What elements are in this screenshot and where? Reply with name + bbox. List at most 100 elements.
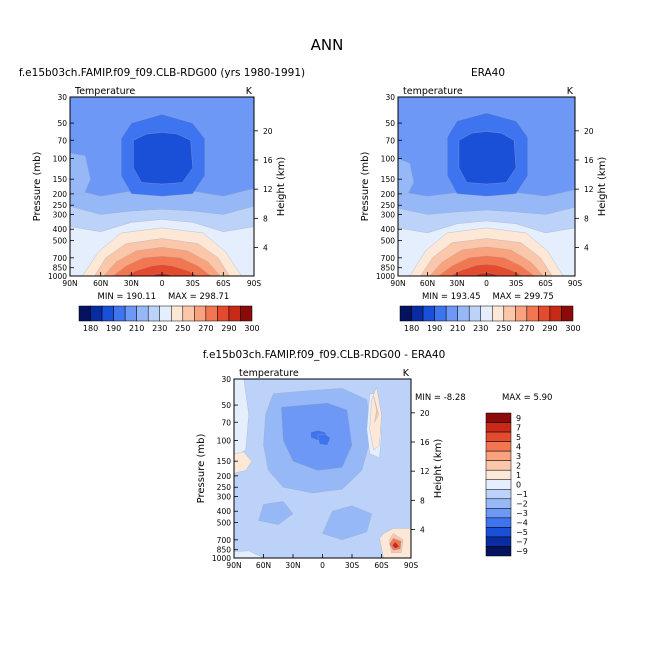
height-tick-label: 20 (420, 409, 430, 418)
y-tick-label: 700 (53, 254, 68, 263)
contour-fill-group (234, 379, 411, 558)
colorbar-label: 0 (516, 481, 521, 490)
y-tick-label: 850 (381, 264, 396, 273)
x-tick-label: 60S (538, 279, 553, 288)
x-tick-label: 30N (124, 279, 139, 288)
chart-title: f.e15b03ch.FAMIP.f09_f09.CLB-RDG00 (yrs … (19, 67, 305, 79)
colorbar-swatch (411, 305, 424, 322)
x-tick-label: 30S (509, 279, 524, 288)
colorbar-swatch (526, 305, 539, 322)
height-tick-label: 16 (420, 438, 430, 447)
colorbar-label: 210 (450, 324, 465, 333)
colorbar-swatch (485, 546, 512, 557)
contour-region (234, 451, 252, 474)
colorbar-label: −4 (516, 519, 528, 528)
height-tick-label: 12 (584, 185, 594, 194)
colorbar-swatch (485, 508, 512, 519)
y-tick-label: 500 (53, 237, 68, 246)
height-tick-label: 4 (420, 526, 425, 535)
y-axis-label-right: Height (km) (276, 157, 287, 217)
colorbar: 180 190 210 230 250 270 290 300 (78, 305, 260, 333)
colorbar-swatch (485, 469, 512, 480)
min-label: MIN = 193.45 (422, 292, 480, 302)
colorbar-label: 7 (516, 423, 521, 432)
contour-region (322, 505, 372, 540)
field-label: temperature (403, 86, 463, 97)
y-tick-label: 400 (381, 225, 396, 234)
colorbar-swatch (159, 305, 172, 322)
colorbar-swatch (113, 305, 126, 322)
colorbar-label: 250 (496, 324, 511, 333)
y-axis-label-right: Height (km) (597, 157, 608, 217)
colorbar-swatch (240, 305, 253, 322)
x-tick-label: 90N (226, 561, 241, 570)
x-tick-label: 30N (449, 279, 464, 288)
colorbar-label: 4 (516, 442, 521, 451)
colorbar-swatch (485, 517, 512, 528)
y-tick-label: 700 (217, 536, 232, 545)
colorbar-label: 300 (244, 324, 259, 333)
y-tick-label: 300 (381, 211, 396, 220)
colorbar-swatch (136, 305, 149, 322)
colorbar-swatch (503, 305, 516, 322)
colorbar-swatch (485, 412, 512, 423)
contour-region (133, 132, 193, 185)
colorbar-label: 290 (221, 324, 236, 333)
y-tick-label: 200 (217, 472, 232, 481)
chart-title: ERA40 (471, 67, 505, 79)
x-tick-label: 60N (256, 561, 271, 570)
y-tick-label: 150 (381, 175, 396, 184)
height-tick-label: 8 (263, 214, 268, 223)
y-tick-label: 30 (57, 93, 67, 102)
height-tick-label: 16 (263, 156, 273, 165)
height-tick-label: 20 (263, 127, 273, 136)
colorbar-swatch (434, 305, 447, 322)
x-tick-label: 90N (62, 279, 77, 288)
x-tick-label: 90S (247, 279, 262, 288)
colorbar-swatch (538, 305, 551, 322)
chart-model: f.e15b03ch.FAMIP.f09_f09.CLB-RDG00 (yrs … (19, 67, 305, 333)
y-axis-label: Pressure (mb) (32, 152, 43, 222)
contour-fill-group (398, 97, 575, 276)
x-tick-label: 90S (404, 561, 419, 570)
colorbar-swatch (171, 305, 184, 322)
y-tick-label: 200 (381, 190, 396, 199)
x-tick-label: 0 (160, 279, 165, 288)
colorbar-swatch (90, 305, 103, 322)
height-tick-label: 4 (263, 244, 268, 253)
y-tick-label: 700 (381, 254, 396, 263)
height-tick-label: 20 (584, 127, 594, 136)
colorbar-swatch (228, 305, 241, 322)
height-tick-label: 16 (584, 156, 594, 165)
colorbar-swatch (485, 441, 512, 452)
colorbar-label: 1 (516, 471, 521, 480)
x-tick-label: 90N (390, 279, 405, 288)
y-tick-label: 30 (221, 375, 231, 384)
y-tick-label: 50 (385, 119, 395, 128)
colorbar-swatch (182, 305, 195, 322)
y-tick-label: 200 (53, 190, 68, 199)
colorbar-swatch (422, 305, 435, 322)
colorbar-swatch (485, 536, 512, 547)
y-tick-label: 300 (217, 493, 232, 502)
units-label: K (403, 368, 410, 379)
units-label: K (567, 86, 574, 97)
y-axis-label: Pressure (mb) (196, 434, 207, 504)
colorbar-label: 230 (473, 324, 488, 333)
colorbar-swatch (492, 305, 505, 322)
height-tick-label: 8 (420, 496, 425, 505)
y-tick-label: 1000 (48, 272, 67, 281)
x-tick-label: 30S (186, 279, 201, 288)
field-label: temperature (239, 368, 299, 379)
colorbar-swatch (480, 305, 493, 322)
y-tick-label: 1000 (376, 272, 395, 281)
colorbar-label: 290 (542, 324, 557, 333)
colorbar-label: −9 (516, 547, 528, 556)
contour-region (126, 264, 198, 276)
colorbar-swatch (124, 305, 137, 322)
y-tick-label: 150 (217, 457, 232, 466)
colorbar-swatch (217, 305, 230, 322)
colorbar-label: −3 (516, 509, 528, 518)
